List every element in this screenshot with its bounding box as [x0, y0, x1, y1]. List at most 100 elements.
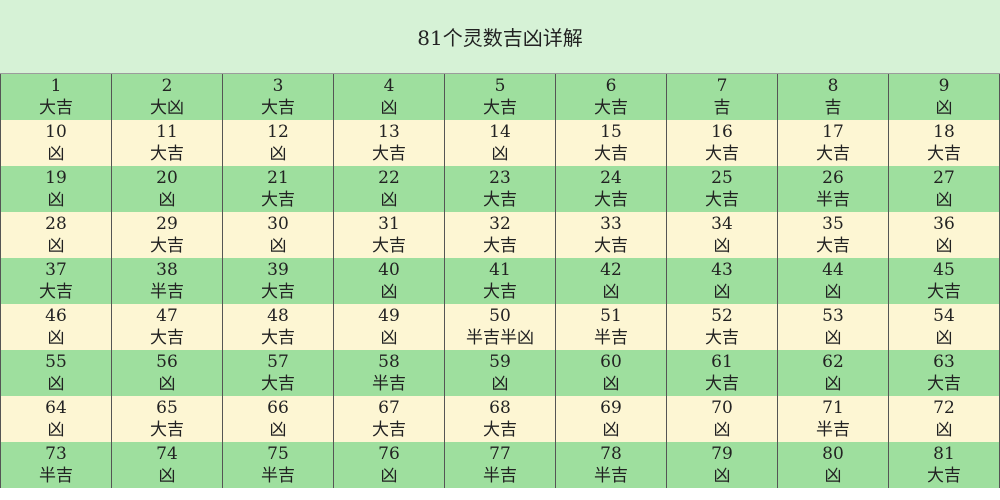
table-cell: 70 凶	[666, 396, 778, 442]
cell-fortune: 大吉	[39, 98, 73, 118]
cell-number: 52	[711, 306, 733, 326]
cell-fortune: 吉	[824, 98, 842, 118]
cell-number: 24	[600, 168, 622, 188]
cell-fortune: 凶	[491, 144, 509, 164]
cell-fortune: 大吉	[705, 374, 739, 394]
cell-number: 78	[600, 444, 622, 464]
cell-number: 75	[267, 444, 289, 464]
table-cell: 41 大吉	[444, 258, 556, 304]
cell-fortune: 大吉	[150, 144, 184, 164]
cell-number: 16	[711, 122, 733, 142]
cell-number: 74	[156, 444, 178, 464]
cell-fortune: 凶	[602, 282, 620, 302]
cell-number: 38	[156, 260, 178, 280]
table-cell: 2 大凶	[111, 74, 223, 120]
cell-number: 45	[933, 260, 955, 280]
table-row: 28 凶 29 大吉 30 凶 31 大吉 32 大吉 33 大吉 34 凶 35 大吉 36 凶	[0, 212, 1000, 258]
cell-number: 53	[822, 306, 844, 326]
table-cell: 11 大吉	[111, 120, 223, 166]
table-cell: 35 大吉	[777, 212, 889, 258]
table-cell: 31 大吉	[333, 212, 445, 258]
cell-fortune: 凶	[935, 98, 953, 118]
table-cell: 46 凶	[0, 304, 112, 350]
cell-number: 71	[822, 398, 844, 418]
cell-number: 27	[933, 168, 955, 188]
cell-number: 3	[272, 76, 284, 96]
cell-fortune: 半吉	[594, 466, 628, 486]
cell-fortune: 大吉	[261, 190, 295, 210]
cell-fortune: 凶	[47, 190, 65, 210]
cell-fortune: 凶	[935, 420, 953, 440]
table-cell: 49 凶	[333, 304, 445, 350]
cell-fortune: 大吉	[372, 420, 406, 440]
cell-fortune: 大吉	[705, 328, 739, 348]
cell-fortune: 大吉	[927, 282, 961, 302]
cell-fortune: 大吉	[816, 144, 850, 164]
table-cell: 64 凶	[0, 396, 112, 442]
table-cell: 42 凶	[555, 258, 667, 304]
cell-number: 44	[822, 260, 844, 280]
cell-fortune: 凶	[602, 374, 620, 394]
table-cell: 47 大吉	[111, 304, 223, 350]
cell-number: 48	[267, 306, 289, 326]
cell-number: 13	[378, 122, 400, 142]
cell-number: 2	[161, 76, 173, 96]
cell-number: 63	[933, 352, 955, 372]
table-row: 64 凶 65 大吉 66 凶 67 大吉 68 大吉 69 凶 70 凶 71 半吉 72 凶	[0, 396, 1000, 442]
table-cell: 29 大吉	[111, 212, 223, 258]
cell-fortune: 凶	[47, 236, 65, 256]
cell-number: 76	[378, 444, 400, 464]
cell-number: 32	[489, 214, 511, 234]
cell-fortune: 凶	[713, 236, 731, 256]
table-cell: 66 凶	[222, 396, 334, 442]
table-cell: 56 凶	[111, 350, 223, 396]
cell-number: 51	[600, 306, 622, 326]
cell-number: 40	[378, 260, 400, 280]
cell-number: 8	[827, 76, 839, 96]
cell-fortune: 凶	[824, 466, 842, 486]
cell-fortune: 大吉	[483, 420, 517, 440]
table-cell: 54 凶	[888, 304, 1000, 350]
table-row: 19 凶 20 凶 21 大吉 22 凶 23 大吉 24 大吉 25 大吉 26 半吉 27 凶	[0, 166, 1000, 212]
cell-number: 62	[822, 352, 844, 372]
cell-number: 26	[822, 168, 844, 188]
cell-fortune: 半吉	[594, 328, 628, 348]
table-cell: 10 凶	[0, 120, 112, 166]
table-cell: 37 大吉	[0, 258, 112, 304]
cell-fortune: 大吉	[483, 236, 517, 256]
cell-number: 37	[45, 260, 67, 280]
table-cell: 22 凶	[333, 166, 445, 212]
table-cell: 57 大吉	[222, 350, 334, 396]
cell-fortune: 凶	[713, 282, 731, 302]
cell-number: 28	[45, 214, 67, 234]
cell-number: 17	[822, 122, 844, 142]
title: 81个灵数吉凶详解	[0, 0, 1000, 74]
table-cell: 1 大吉	[0, 74, 112, 120]
cell-fortune: 凶	[269, 236, 287, 256]
cell-fortune: 大吉	[705, 190, 739, 210]
table-cell: 63 大吉	[888, 350, 1000, 396]
cell-fortune: 凶	[380, 190, 398, 210]
cell-fortune: 大吉	[261, 328, 295, 348]
cell-number: 5	[494, 76, 506, 96]
table-cell: 28 凶	[0, 212, 112, 258]
table-cell: 76 凶	[333, 442, 445, 488]
cell-fortune: 半吉	[372, 374, 406, 394]
cell-number: 81	[933, 444, 955, 464]
cell-number: 31	[378, 214, 400, 234]
cell-number: 64	[45, 398, 67, 418]
cell-number: 70	[711, 398, 733, 418]
table-row: 1 大吉 2 大凶 3 大吉 4 凶 5 大吉 6 大吉 7 吉 8 吉 9 凶	[0, 74, 1000, 120]
cell-number: 4	[383, 76, 395, 96]
cell-fortune: 凶	[158, 466, 176, 486]
table-cell: 26 半吉	[777, 166, 889, 212]
cell-number: 7	[716, 76, 728, 96]
table-cell: 45 大吉	[888, 258, 1000, 304]
cell-number: 72	[933, 398, 955, 418]
table-cell: 73 半吉	[0, 442, 112, 488]
cell-fortune: 凶	[47, 328, 65, 348]
cell-fortune: 凶	[47, 144, 65, 164]
